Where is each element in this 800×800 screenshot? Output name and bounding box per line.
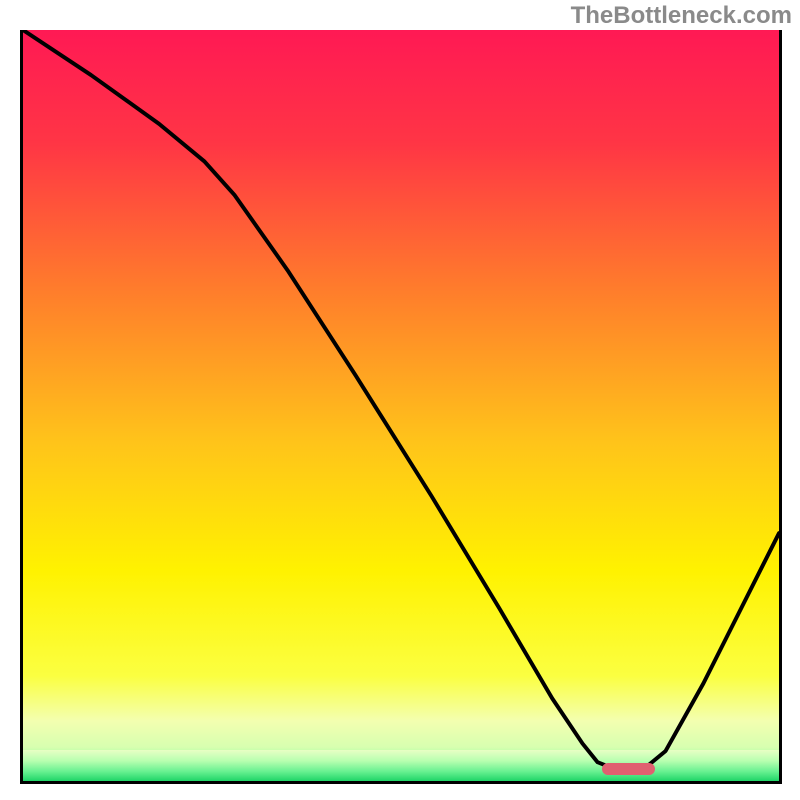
bottleneck-curve (23, 30, 779, 770)
watermark-label: TheBottleneck.com (571, 2, 792, 30)
chart-container: TheBottleneck.com (0, 0, 800, 800)
curve-layer (23, 30, 779, 781)
optimum-marker (602, 763, 655, 774)
plot-area (20, 30, 782, 784)
